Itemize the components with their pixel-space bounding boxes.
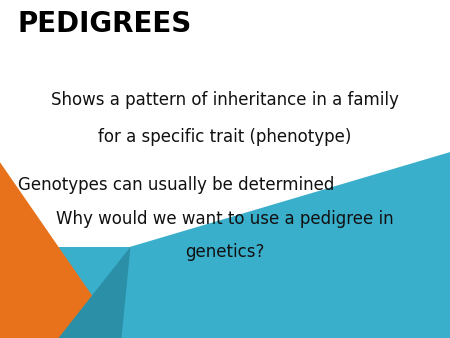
Polygon shape (58, 247, 130, 338)
Polygon shape (58, 247, 130, 338)
Text: Why would we want to use a pedigree in: Why would we want to use a pedigree in (56, 210, 394, 227)
Polygon shape (0, 247, 450, 338)
Polygon shape (0, 162, 122, 338)
Text: Genotypes can usually be determined: Genotypes can usually be determined (18, 176, 334, 194)
Text: Shows a pattern of inheritance in a family: Shows a pattern of inheritance in a fami… (51, 91, 399, 109)
Text: for a specific trait (phenotype): for a specific trait (phenotype) (98, 128, 352, 146)
Polygon shape (58, 152, 450, 338)
Text: PEDIGREES: PEDIGREES (18, 10, 192, 38)
Text: genetics?: genetics? (185, 243, 265, 261)
